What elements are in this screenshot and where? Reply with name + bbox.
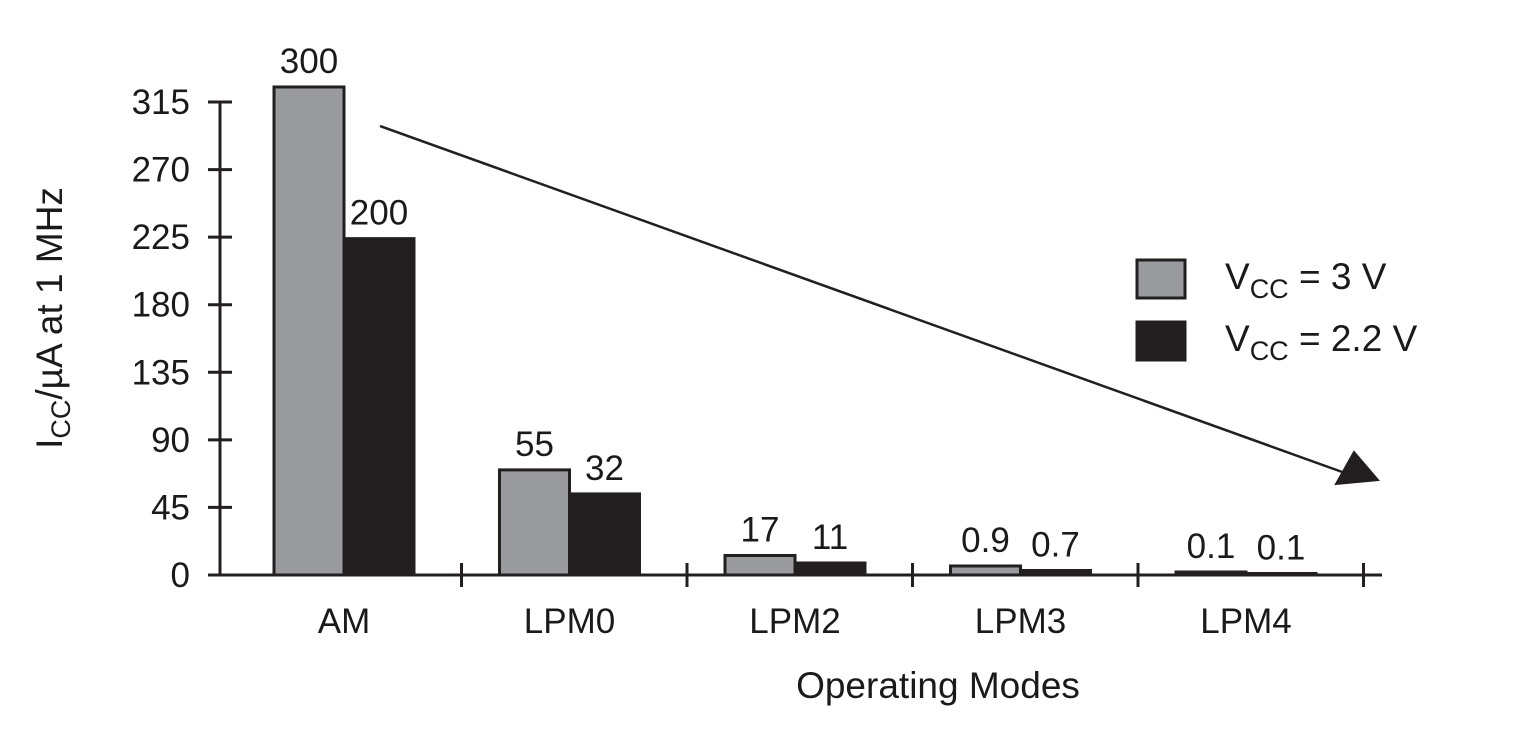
y-tick-label: 0 <box>171 556 190 595</box>
y-tick-label: 135 <box>132 353 190 392</box>
category-label-lpm3: LPM3 <box>975 602 1066 641</box>
data-label: 32 <box>585 449 624 488</box>
data-label: 200 <box>350 194 408 233</box>
data-label: 55 <box>515 425 554 464</box>
trend-arrow-head <box>1334 450 1381 486</box>
category-label-am: AM <box>318 602 371 641</box>
data-label: 0.9 <box>961 521 1010 560</box>
category-label-lpm0: LPM0 <box>524 602 615 641</box>
data-label: 300 <box>280 42 338 81</box>
legend-swatch-vcc-2-2v <box>1135 320 1187 362</box>
y-tick-label: 315 <box>132 83 190 122</box>
y-tick-label: 270 <box>132 151 190 190</box>
bar-vcc-2-2v-am <box>342 237 416 577</box>
annotation-layer <box>379 124 1381 486</box>
x-axis-title: Operating Modes <box>796 665 1080 706</box>
legend-label-vcc-2-2v: VCC = 2.2 V <box>1225 318 1418 366</box>
y-tick-label: 225 <box>132 218 190 257</box>
bars-layer <box>272 85 1318 577</box>
bar-vcc-2-2v-lpm0 <box>568 492 641 577</box>
data-label: 17 <box>741 510 780 549</box>
y-tick-label: 180 <box>132 286 190 325</box>
trend-arrow-line <box>379 124 1346 475</box>
legend: VCC = 3 V VCC = 2.2 V <box>1135 256 1418 366</box>
labels-layer: 300 55 17 0.9 0.1 200 32 11 0.7 0.1 0 45 90 135 180 225… <box>29 42 1305 706</box>
legend-label-vcc-3v: VCC = 3 V <box>1225 256 1387 304</box>
bar-vcc-3v-am <box>272 85 346 577</box>
y-tick-label: 90 <box>151 421 190 460</box>
category-label-lpm2: LPM2 <box>749 602 840 641</box>
data-label: 0.7 <box>1031 525 1080 564</box>
data-label: 0.1 <box>1187 527 1236 566</box>
category-label-lpm4: LPM4 <box>1200 602 1291 641</box>
data-label: 11 <box>812 518 848 557</box>
axes-layer <box>208 100 1382 587</box>
data-label: 0.1 <box>1257 528 1306 567</box>
bar-vcc-3v-lpm2 <box>723 553 797 577</box>
legend-swatch-vcc-3v <box>1135 258 1187 300</box>
bar-vcc-2-2v-lpm2 <box>793 561 867 577</box>
bar-vcc-3v-lpm0 <box>498 468 571 577</box>
y-axis-title: ICC/µA at 1 MHz <box>29 187 76 449</box>
y-tick-label: 45 <box>151 488 190 527</box>
